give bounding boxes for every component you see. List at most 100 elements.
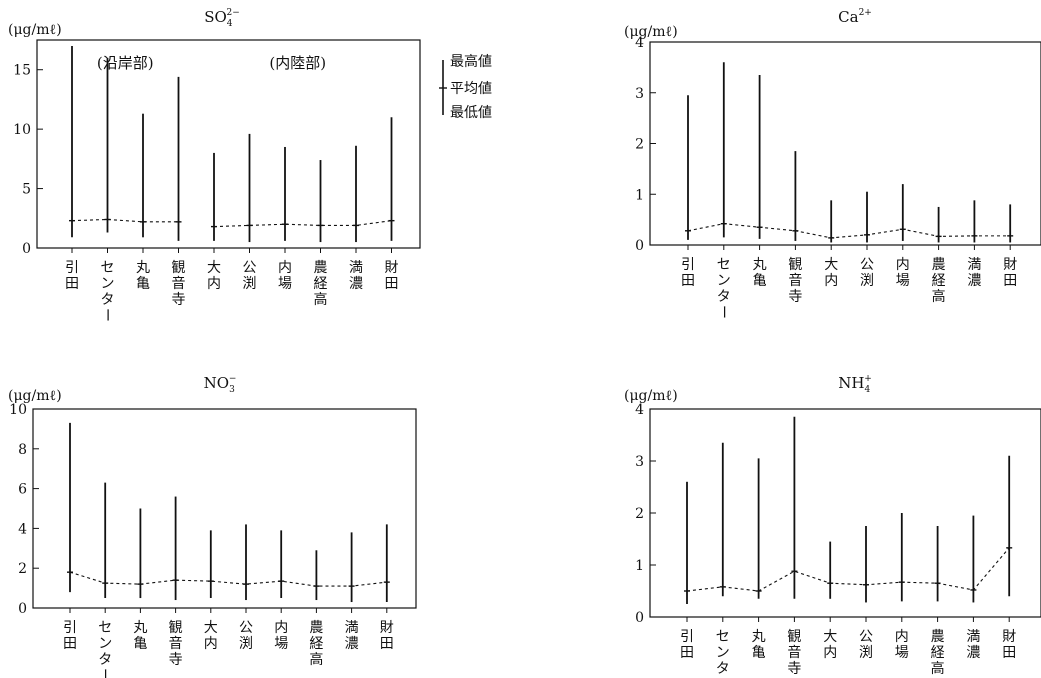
category-label: 田 [1002,645,1016,661]
chart-title: Ca2+ [838,8,872,26]
category-label: 農 [931,629,945,645]
category-label: 内 [274,620,288,636]
chart-title: NO3− [204,374,237,395]
category-label: 農 [932,257,946,273]
legend-min-label: 最低値 [450,105,492,121]
category-label: 経 [314,276,328,292]
category-label: 場 [274,636,288,652]
mean-line [687,223,1011,239]
category-label: セ [101,260,115,276]
mean-line [213,220,392,228]
category-label: ー [715,305,731,319]
category-label: 内 [207,276,221,292]
chart-0: SO42−(μg/mℓ)051015引田センター丸亀観音寺大内公渕内場農経高満濃… [8,8,492,322]
category-label: 亀 [753,273,767,289]
category-label: ン [98,636,112,652]
category-label: セ [717,257,731,273]
y-tick-label: 3 [635,454,644,470]
category-label: 濃 [345,636,359,652]
y-tick-label: 1 [635,558,644,574]
category-label: タ [716,661,730,677]
plot-frame [36,39,421,249]
category-label: ン [717,273,731,289]
y-tick-label: 4 [635,35,644,51]
category-label: 田 [1003,273,1017,289]
plot-frame [649,408,1041,618]
y-tick-label: 2 [635,137,644,153]
category-label: 内 [823,645,837,661]
category-label: 高 [932,288,946,305]
y-tick-label: 0 [635,238,644,254]
category-label: 亀 [133,636,147,652]
mean-line [69,571,387,587]
category-label: 丸 [133,620,147,636]
y-tick-label: 0 [635,610,644,626]
category-label: 経 [931,645,945,661]
category-label: 農 [309,620,323,636]
y-unit-label: (μg/mℓ) [8,388,62,404]
category-label: ー [99,308,115,322]
category-label: 観 [788,256,802,273]
y-tick-label: 0 [18,601,27,617]
y-tick-label: 4 [18,521,27,537]
mean-line [71,218,179,223]
category-label: 寺 [787,661,801,677]
category-label: 田 [380,636,394,652]
y-tick-label: 5 [22,182,31,198]
y-tick-label: 6 [18,482,27,498]
category-label: 財 [380,620,394,636]
category-label: 丸 [752,629,766,645]
category-label: 音 [787,644,801,661]
plot-frame [649,41,1041,246]
category-label: 経 [932,273,946,289]
category-label: 場 [896,273,910,289]
category-label: 引 [63,620,77,636]
y-tick-label: 4 [635,402,644,418]
category-label: 財 [1002,629,1016,645]
category-label: 寺 [788,289,802,305]
category-label: ン [101,276,115,292]
y-tick-label: 10 [9,402,27,418]
category-label: 高 [931,660,945,677]
category-label: 田 [385,276,399,292]
category-label: 音 [788,272,802,289]
chart-title: NH4+ [838,374,872,395]
legend-mean-label: 平均値 [450,81,492,97]
category-label: 渕 [243,276,257,292]
category-label: 田 [680,645,694,661]
category-label: 内 [278,260,292,276]
y-tick-label: 2 [635,506,644,522]
category-label: 経 [309,636,323,652]
category-label: 観 [787,628,801,645]
y-tick-label: 8 [18,442,27,458]
category-label: 大 [823,629,837,645]
y-unit-label: (μg/mℓ) [624,388,678,404]
category-label: 濃 [967,273,981,289]
category-label: 公 [859,629,873,645]
category-label: タ [101,292,115,308]
chart-2: NO3−(μg/mℓ)0246810引田センター丸亀観音寺大内公渕内場農経高満濃… [8,374,417,678]
category-label: 大 [207,260,221,276]
category-label: ン [716,645,730,661]
y-tick-label: 3 [635,86,644,102]
y-unit-label: (μg/mℓ) [8,22,62,38]
legend-max-label: 最高値 [450,53,492,70]
category-label: 内 [204,636,218,652]
category-label: 渕 [860,273,874,289]
category-label: 内 [895,629,909,645]
category-label: タ [98,652,112,668]
category-label: 田 [681,273,695,289]
category-label: 満 [967,257,981,273]
y-tick-label: 1 [635,187,644,203]
group-label: (沿岸部) [97,54,154,72]
category-label: 田 [63,636,77,652]
category-label: 満 [349,260,363,276]
category-label: 大 [824,257,838,273]
category-label: 渕 [239,636,253,652]
category-label: 高 [309,651,323,668]
category-label: 公 [860,257,874,273]
group-label: (内陸部) [269,54,326,72]
category-label: 高 [314,291,328,308]
